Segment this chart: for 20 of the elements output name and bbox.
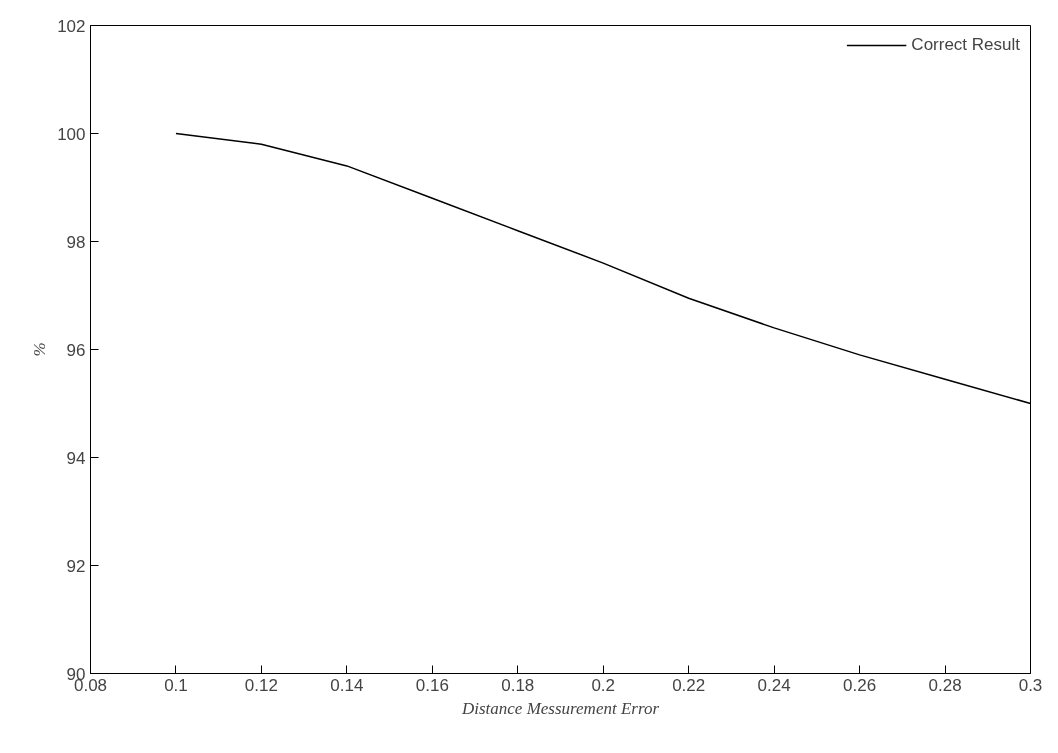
y-tick-label: 96 [66, 340, 86, 360]
x-tick-label: 0.16 [415, 675, 449, 695]
x-tick-label: 0.26 [843, 675, 877, 695]
x-tick-label: 0.28 [928, 675, 962, 695]
x-tick-label: 0.22 [672, 675, 706, 695]
x-tick-label: 0.2 [591, 675, 616, 695]
x-tick-label: 0.14 [330, 675, 364, 695]
y-tick-label: 102 [57, 16, 86, 36]
x-axis-title: Distance Messurement Error [460, 698, 660, 718]
y-tick-label: 92 [66, 556, 86, 576]
y-tick-label: 94 [66, 448, 86, 468]
x-tick-label: 0.3 [1018, 675, 1043, 695]
y-tick-label: 98 [66, 232, 86, 252]
x-tick-label: 0.18 [501, 675, 535, 695]
y-axis-title: % [30, 342, 50, 357]
x-tick-label: 0.1 [164, 675, 188, 695]
x-tick-label: 0.12 [244, 675, 278, 695]
legend-label: Correct Result [911, 35, 1020, 55]
x-tick-label: 0.24 [757, 675, 791, 695]
y-tick-label: 100 [57, 124, 86, 144]
